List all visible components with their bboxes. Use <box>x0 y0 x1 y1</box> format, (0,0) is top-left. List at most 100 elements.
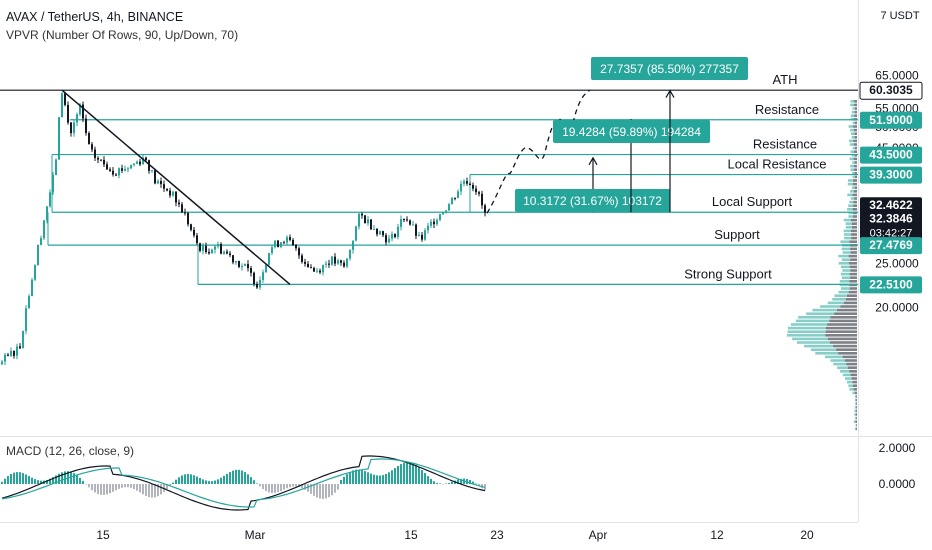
volume-profile-bar <box>833 362 847 366</box>
price-badge <box>859 81 923 100</box>
volume-profile-bar <box>850 100 854 103</box>
candle-body <box>439 214 441 220</box>
volume-profile-bar <box>837 308 857 312</box>
candle-body <box>259 280 261 288</box>
macd-histogram-bar <box>352 470 354 484</box>
macd-histogram-bar <box>64 471 66 484</box>
volume-profile-bar <box>849 265 857 269</box>
macd-histogram-bar <box>448 483 450 484</box>
macd-histogram-bar <box>232 470 234 484</box>
volume-profile-bar <box>852 182 857 186</box>
macd-histogram-bar <box>199 478 201 484</box>
candle-body <box>454 197 456 199</box>
volume-profile-bar <box>825 334 857 337</box>
macd-histogram-bar <box>277 484 279 493</box>
volume-profile-bar <box>849 388 854 391</box>
target-callout-text: 10.3172 (31.67%) 103172 <box>523 194 662 208</box>
volume-profile-bar <box>854 136 857 139</box>
macd-histogram-bar <box>211 481 213 484</box>
volume-profile-bar <box>855 146 857 150</box>
volume-profile-bar <box>838 352 857 355</box>
volume-profile-bar <box>839 280 850 283</box>
candle-body <box>121 168 123 171</box>
volume-profile-bar <box>810 348 837 351</box>
macd-histogram-bar <box>100 484 102 495</box>
candle-body <box>94 149 96 158</box>
candle-body <box>340 260 342 263</box>
candle-body <box>130 164 132 169</box>
volume-profile-bar <box>838 290 849 294</box>
macd-histogram-bar <box>241 470 243 484</box>
candle-body <box>364 215 366 224</box>
macd-histogram-bar <box>10 474 12 484</box>
macd-histogram-bar <box>46 479 48 484</box>
macd-histogram-bar <box>367 472 369 484</box>
macd-histogram-bar <box>373 474 375 484</box>
macd-histogram-bar <box>148 484 150 498</box>
macd-histogram-bar <box>7 476 9 484</box>
macd-histogram-bar <box>124 484 126 488</box>
volume-profile-bar <box>848 215 854 218</box>
volume-profile-bar <box>855 175 857 179</box>
macd-histogram-bar <box>154 484 156 498</box>
volume-profile-bar <box>855 413 857 416</box>
macd-histogram-bar <box>400 464 402 484</box>
candle-body <box>208 251 210 254</box>
volume-profile-bar <box>852 121 855 125</box>
volume-profile-bar <box>853 200 857 204</box>
price-badge-text: 32.3846 <box>869 212 913 226</box>
macd-histogram-bar <box>103 484 105 495</box>
volume-profile-bar <box>845 377 852 380</box>
volume-profile-bar <box>838 254 849 258</box>
macd-histogram-bar <box>82 480 84 484</box>
volume-profile-bar <box>856 395 857 398</box>
macd-histogram-bar <box>133 484 135 490</box>
macd-histogram-bar <box>157 484 159 497</box>
candle-body <box>181 204 183 213</box>
candle-body <box>247 264 249 269</box>
macd-histogram-bar <box>472 481 474 484</box>
price-badge <box>860 111 922 129</box>
volume-profile-bar <box>853 388 857 391</box>
candle-body <box>253 272 255 284</box>
volume-profile-bar <box>850 373 857 377</box>
volume-profile-bar <box>855 416 857 420</box>
candle-body <box>358 213 360 227</box>
candle-body <box>478 192 480 194</box>
candle-body <box>109 169 111 171</box>
volume-profile-bar <box>854 100 857 103</box>
volume-profile-bar <box>833 344 857 348</box>
macd-histogram-bar <box>73 473 75 484</box>
volume-profile-bar <box>827 301 844 305</box>
macd-histogram-bar <box>49 478 51 484</box>
volume-profile-bar <box>792 337 828 341</box>
volume-profile-bar <box>851 229 857 233</box>
candle-body <box>349 249 351 259</box>
volume-profile-bar <box>854 391 857 395</box>
volume-profile-bar <box>850 168 855 171</box>
y-tick-label: 20.0000 <box>875 301 919 315</box>
candle-body <box>61 93 63 118</box>
macd-histogram-bar <box>13 472 15 484</box>
candle-body <box>457 191 459 198</box>
candle-body <box>220 244 222 254</box>
price-badge-text: 39.3000 <box>869 168 913 182</box>
candle-body <box>226 251 228 254</box>
macd-histogram-bar <box>358 469 360 484</box>
candle-body <box>337 260 339 264</box>
volume-profile-bar <box>849 272 857 276</box>
candle-body <box>355 226 357 241</box>
volume-profile-bar <box>854 114 857 117</box>
macd-histogram-bar <box>349 471 351 484</box>
candle-body <box>67 104 69 123</box>
candle-body <box>76 114 78 123</box>
volume-profile-bar <box>842 373 851 377</box>
macd-histogram-bar <box>172 482 174 484</box>
macd-histogram-bar <box>217 479 219 484</box>
macd-histogram-bar <box>331 484 333 496</box>
y-tick-label: 65.0000 <box>875 68 919 82</box>
candle-body <box>73 122 75 134</box>
candle-body <box>1 361 3 365</box>
candle-body <box>451 197 453 205</box>
